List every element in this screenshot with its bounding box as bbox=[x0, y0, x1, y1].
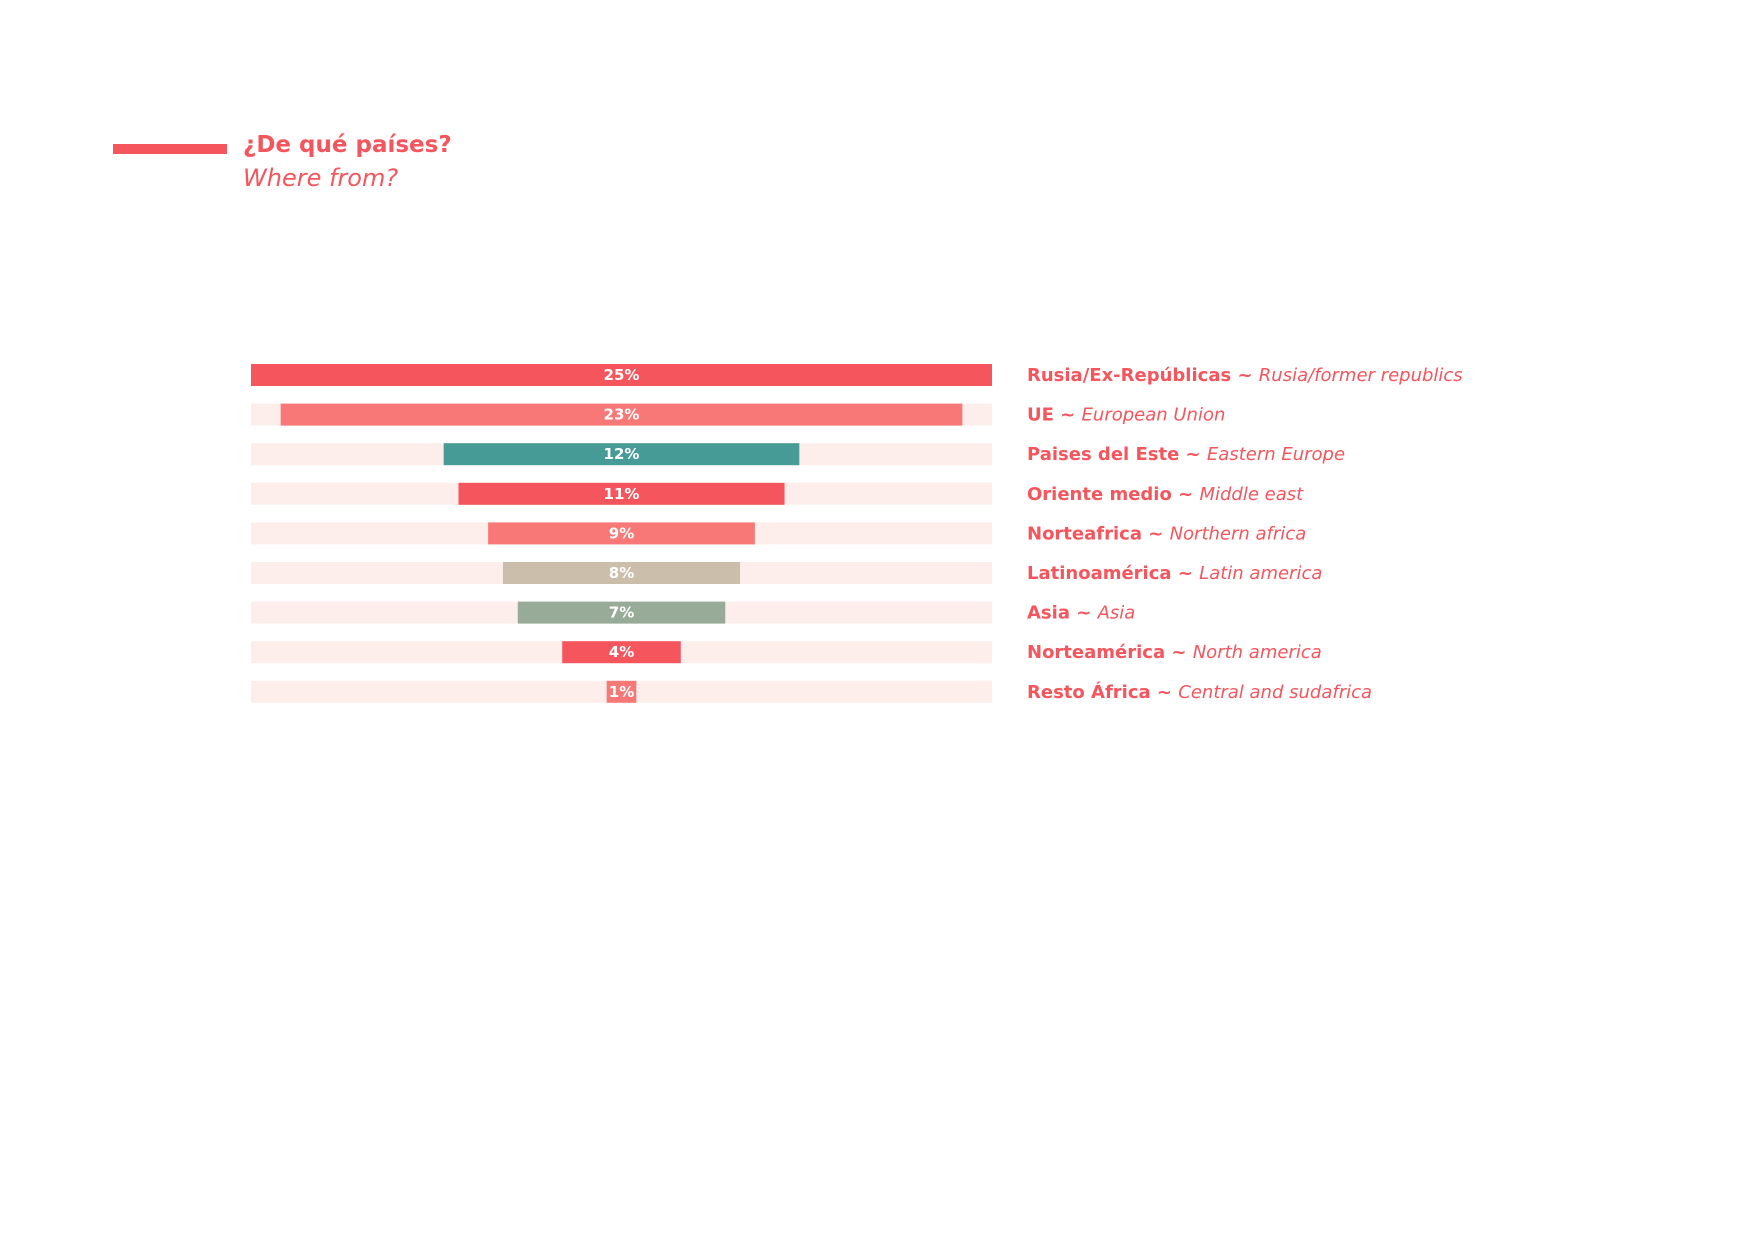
category-label: Norteafrica ~ Northern africa bbox=[1027, 523, 1306, 544]
bar-value-label: 9% bbox=[609, 524, 634, 542]
bar-track bbox=[251, 562, 992, 584]
category-label: Resto África ~ Central and sudafrica bbox=[1027, 681, 1372, 703]
category-label: Paises del Este ~ Eastern Europe bbox=[1027, 444, 1345, 465]
bar bbox=[280, 403, 963, 426]
category-label-es: Resto África ~ bbox=[1027, 681, 1178, 703]
title-accent-line bbox=[113, 144, 227, 154]
bar-track bbox=[251, 601, 992, 624]
bar bbox=[443, 443, 800, 466]
category-label: Oriente medio ~ Middle east bbox=[1027, 484, 1304, 505]
category-label-en: Eastern Europe bbox=[1207, 444, 1345, 465]
category-label-es: Norteafrica ~ bbox=[1027, 523, 1170, 544]
bar bbox=[488, 522, 755, 545]
category-label-es: UE ~ bbox=[1027, 405, 1082, 426]
category-label-en: Central and sudafrica bbox=[1178, 682, 1372, 703]
bar bbox=[606, 680, 637, 703]
bar-value-label: 12% bbox=[604, 445, 640, 463]
category-label-es: Rusia/Ex-Repúblicas ~ bbox=[1027, 365, 1259, 386]
chart-subtitle: Where from? bbox=[243, 164, 399, 192]
category-label: Asia ~ Asia bbox=[1027, 603, 1135, 624]
category-label-es: Oriente medio ~ bbox=[1027, 484, 1199, 505]
bar-value-label: 4% bbox=[609, 643, 634, 661]
bar bbox=[458, 482, 785, 505]
bar bbox=[251, 364, 992, 386]
bar-value-label: 8% bbox=[609, 564, 634, 582]
category-label-es: Latinoamérica ~ bbox=[1027, 563, 1199, 584]
bar-value-label: 25% bbox=[604, 366, 640, 384]
bar-track bbox=[251, 364, 992, 386]
bar bbox=[517, 601, 726, 624]
category-label-en: Rusia/former republics bbox=[1259, 365, 1463, 386]
bar-track bbox=[251, 482, 992, 505]
category-label: Norteamérica ~ North america bbox=[1027, 642, 1322, 663]
bar-value-label: 1% bbox=[609, 683, 634, 701]
category-label: Latinoamérica ~ Latin america bbox=[1027, 563, 1322, 584]
category-label-es: Paises del Este ~ bbox=[1027, 444, 1207, 465]
bar-track bbox=[251, 680, 992, 703]
category-label-en: Northern africa bbox=[1170, 523, 1307, 544]
chart-title: ¿De qué países? bbox=[243, 132, 452, 158]
category-label-en: Asia bbox=[1097, 603, 1136, 624]
bar-value-label: 7% bbox=[609, 604, 634, 622]
bar bbox=[562, 641, 681, 664]
bar-track bbox=[251, 641, 992, 664]
bar-track bbox=[251, 522, 992, 545]
category-label-en: Middle east bbox=[1199, 484, 1304, 505]
category-label-en: North america bbox=[1193, 642, 1322, 663]
bar-track bbox=[251, 443, 992, 466]
category-label: Rusia/Ex-Repúblicas ~ Rusia/former repub… bbox=[1027, 365, 1463, 386]
category-label-es: Asia ~ bbox=[1027, 603, 1098, 624]
bar bbox=[502, 562, 741, 584]
category-label-en: Latin america bbox=[1199, 563, 1322, 584]
bar-track bbox=[251, 403, 992, 426]
category-label: UE ~ European Union bbox=[1027, 405, 1225, 426]
bar-value-label: 11% bbox=[604, 485, 640, 503]
category-label-en: European Union bbox=[1082, 405, 1226, 426]
bar-value-label: 23% bbox=[604, 406, 640, 424]
category-label-es: Norteamérica ~ bbox=[1027, 642, 1193, 663]
